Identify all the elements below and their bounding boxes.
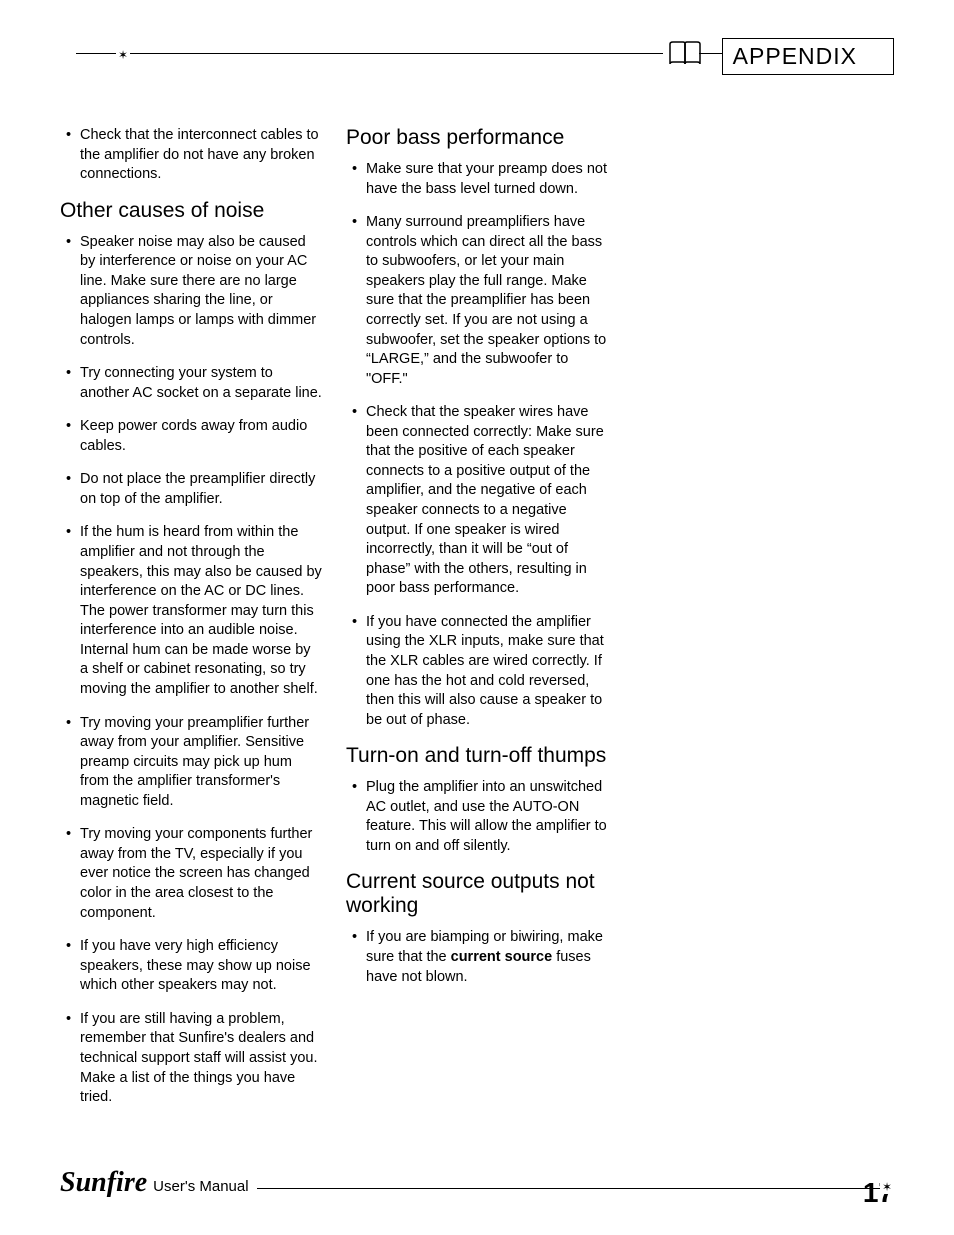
list-item: Many surround preamplifiers have control… [346,213,608,389]
list-item: Try moving your preamplifier further awa… [60,714,322,812]
list-item: If you are biamping or biwiring, make su… [346,928,608,987]
appendix-label-box: APPENDIX [722,38,894,75]
poor-bass-list: Make sure that your preamp does not have… [346,160,608,730]
text-bold: current source [451,949,553,965]
list-item: If you have very high efficiency speaker… [60,937,322,996]
list-item: Speaker noise may also be caused by inte… [60,233,322,350]
star-ornament-right: ✶ [880,1180,894,1194]
content-area: Check that the interconnect cables to th… [60,126,894,1122]
pre-list: Check that the interconnect cables to th… [60,126,322,185]
star-ornament-left: ✶ [116,48,130,62]
footer-brand-block: Sunfire User's Manual [60,1167,257,1199]
list-item: If you have connected the amplifier usin… [346,613,608,730]
manual-label: User's Manual [153,1178,248,1195]
column-middle: Poor bass performance Make sure that you… [346,126,608,1122]
heading-poor-bass: Poor bass performance [346,126,608,150]
book-icon [663,38,699,68]
list-item: Make sure that your preamp does not have… [346,160,608,199]
page-header: ✶ APPENDIX [60,38,894,76]
current-source-list: If you are biamping or biwiring, make su… [346,928,608,987]
list-item: Check that the interconnect cables to th… [60,126,322,185]
list-item: Do not place the preamplifier directly o… [60,470,322,509]
brand-logo-text: Sunfire [60,1167,147,1199]
list-item: Check that the speaker wires have been c… [346,403,608,599]
list-item: If the hum is heard from within the ampl… [60,523,322,699]
list-item: Keep power cords away from audio cables. [60,417,322,456]
appendix-label: APPENDIX [733,43,857,69]
list-item: Plug the amplifier into an unswitched AC… [346,778,608,856]
column-right [632,126,894,1122]
column-left: Check that the interconnect cables to th… [60,126,322,1122]
heading-current-source: Current source outputs not working [346,870,608,918]
list-item: If you are still having a problem, remem… [60,1010,322,1108]
list-item: Try connecting your system to another AC… [60,364,322,403]
heading-thumps: Turn-on and turn-off thumps [346,744,608,768]
heading-other-causes: Other causes of noise [60,199,322,223]
list-item: Try moving your components further away … [60,825,322,923]
other-causes-list: Speaker noise may also be caused by inte… [60,233,322,1108]
thumps-list: Plug the amplifier into an unswitched AC… [346,778,608,856]
